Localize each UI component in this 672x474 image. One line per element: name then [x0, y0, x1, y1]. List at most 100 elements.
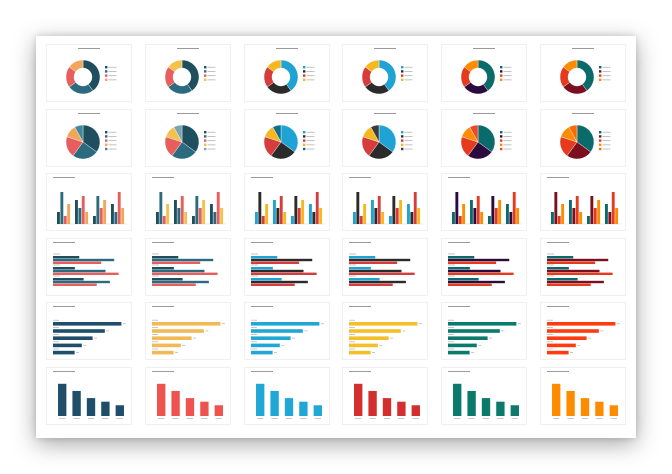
chart-svg: [547, 253, 613, 286]
category-label-line: [349, 327, 356, 329]
legend-swatch: [401, 147, 404, 150]
bar: [448, 261, 497, 264]
pie-slice: [576, 124, 595, 152]
legend-swatch: [105, 143, 108, 146]
bar: [101, 401, 110, 416]
category-label-line: [349, 348, 356, 350]
chart-title-placeholder: [547, 241, 625, 244]
pie-slice: [469, 124, 479, 142]
chart-svg: [164, 124, 216, 159]
legend-label-line: [306, 79, 315, 81]
tick-label-line: [215, 418, 222, 419]
legend-swatch: [203, 74, 207, 77]
chart-card: [144, 44, 231, 102]
bar: [250, 329, 303, 334]
legend-swatch: [500, 66, 503, 69]
category-label-line: [53, 341, 59, 343]
title-line: [572, 112, 594, 114]
legend-label-line: [404, 71, 413, 72]
chart-svg: [65, 59, 117, 95]
tick-label-line: [285, 418, 292, 419]
bar: [219, 208, 223, 225]
pie-slice: [568, 124, 578, 142]
bar: [99, 208, 103, 225]
legend-label-line: [306, 66, 315, 68]
chart-svg: [448, 320, 522, 355]
bar: [397, 401, 406, 416]
category-label-line: [53, 264, 60, 266]
title-line: [349, 177, 372, 179]
legend-label-line: [108, 143, 117, 145]
chart-title-placeholder: [541, 47, 625, 50]
bar: [615, 208, 619, 225]
legend-swatch: [302, 130, 305, 133]
title-line: [53, 177, 75, 179]
legend-label-line: [602, 143, 611, 145]
data-label-line: [94, 338, 98, 339]
data-label-line: [174, 352, 178, 354]
data-label-line: [379, 345, 383, 347]
bar: [374, 208, 378, 225]
legend-label-line: [306, 75, 315, 77]
bar: [250, 336, 291, 341]
chart-svg: [354, 383, 421, 419]
tick-label-line: [355, 418, 362, 419]
bar: [53, 336, 93, 341]
bar: [547, 336, 587, 341]
bar: [467, 390, 476, 416]
bar: [349, 272, 416, 275]
data-label-line: [221, 323, 225, 325]
tick-label-line: [468, 418, 475, 419]
data-label-line: [570, 352, 574, 354]
title-line: [250, 371, 273, 372]
title-line: [53, 241, 75, 243]
bar: [349, 322, 418, 326]
legend-swatch: [203, 138, 207, 142]
bar: [605, 204, 608, 225]
bar: [250, 266, 273, 270]
legend-label-line: [207, 79, 216, 81]
tick-label-line: [553, 418, 560, 419]
data-label-line: [501, 330, 505, 332]
chart-card: [46, 237, 132, 296]
pie-slice: [379, 124, 397, 152]
legend-label-line: [207, 75, 216, 77]
chart-card: [540, 302, 626, 361]
chart-card: [46, 108, 132, 167]
chart-title-placeholder: [349, 176, 427, 179]
legend-swatch: [302, 147, 305, 150]
chart-svg: [151, 253, 218, 286]
tick-label-line: [596, 418, 603, 419]
category-label-line: [349, 253, 357, 255]
legend-swatch: [500, 134, 503, 138]
data-label-line: [600, 330, 604, 332]
bar: [547, 329, 599, 334]
bar: [57, 212, 60, 225]
bar: [561, 204, 565, 225]
bar: [569, 200, 572, 225]
bar: [284, 398, 293, 416]
legend-label-line: [503, 66, 512, 68]
pie-slice: [266, 59, 281, 72]
bar: [195, 196, 199, 225]
chart-card: [144, 108, 231, 167]
category-label-line: [448, 327, 455, 329]
title-line: [547, 241, 569, 243]
bar: [53, 258, 115, 261]
legend-label-line: [404, 135, 413, 137]
chart-svg: [53, 320, 126, 355]
legend-label-line: [207, 139, 216, 141]
bar: [470, 200, 474, 225]
chart-card: [441, 237, 528, 296]
legend-swatch: [599, 130, 602, 133]
bar: [250, 280, 308, 283]
legend-swatch: [105, 130, 108, 133]
bar: [473, 208, 477, 225]
bar: [488, 216, 492, 225]
data-label-line: [122, 323, 126, 325]
bar: [480, 212, 484, 225]
bar: [448, 280, 506, 283]
data-label-line: [273, 352, 277, 354]
chart-card: [342, 44, 429, 102]
bar: [270, 390, 279, 416]
